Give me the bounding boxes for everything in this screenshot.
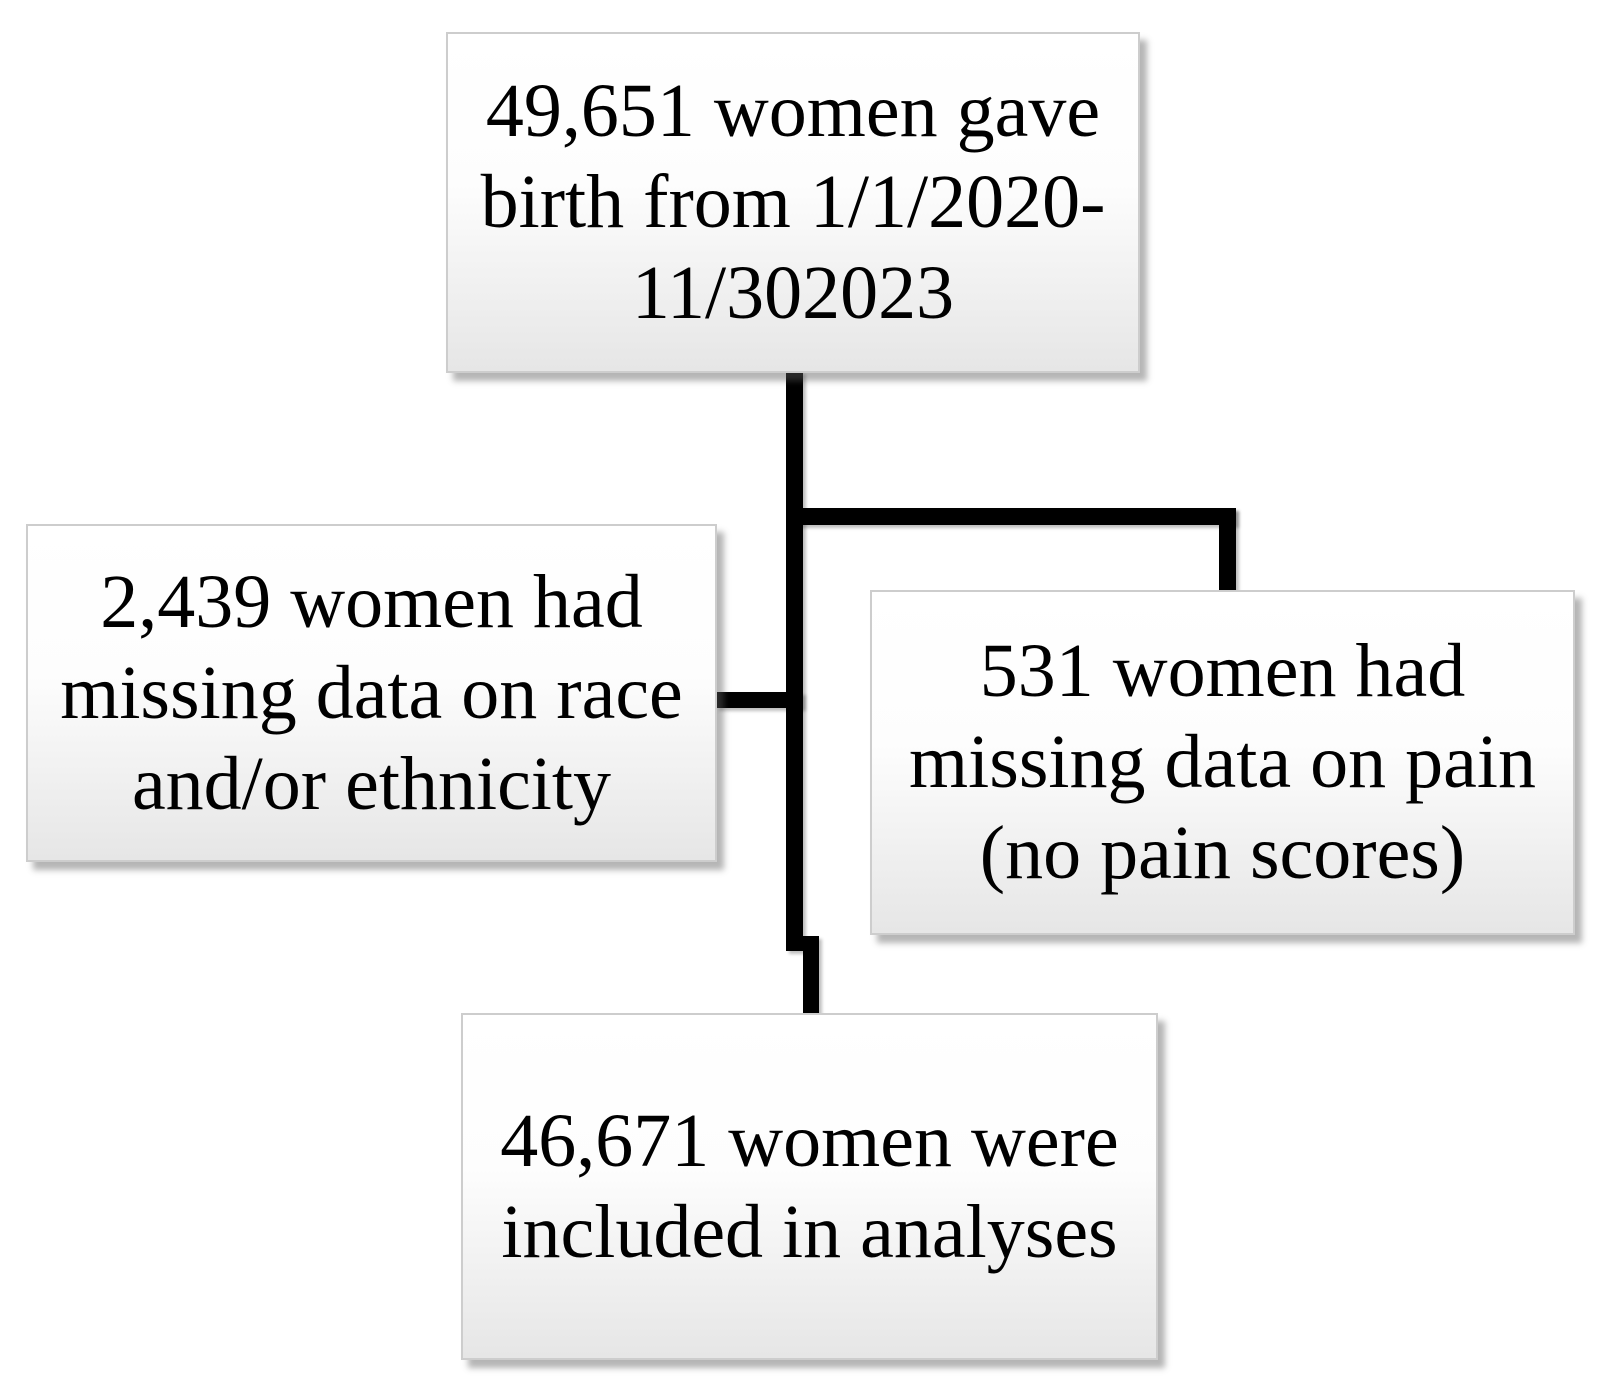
box-line: missing data on race — [60, 650, 683, 735]
box-included-analyses: 46,671 women were included in analyses — [461, 1013, 1158, 1360]
box-excluded-race-ethnicity: 2,439 women had missing data on race and… — [26, 524, 717, 862]
box-line: 11/302023 — [631, 251, 955, 335]
connector-main-vertical — [786, 371, 803, 951]
connector-right-branch-vertical — [1219, 508, 1236, 592]
box-line: 46,671 women were — [500, 1098, 1119, 1183]
box-line: 49,651 women gave — [485, 69, 1101, 153]
box-excluded-pain: 531 women had missing data on pain (no p… — [870, 590, 1575, 935]
box-line: 2,439 women had — [100, 559, 643, 644]
connector-right-branch-horizontal — [786, 508, 1236, 525]
box-total-cohort: 49,651 women gave birth from 1/1/2020- 1… — [446, 32, 1140, 373]
connector-bottom-jog-vertical — [803, 936, 819, 1015]
box-line: missing data on pain — [909, 720, 1536, 804]
connector-left-branch-horizontal — [716, 692, 803, 708]
box-line: included in analyses — [501, 1189, 1118, 1274]
box-line: birth from 1/1/2020- — [480, 160, 1106, 244]
box-line: and/or ethnicity — [131, 741, 612, 826]
box-line: 531 women had — [979, 629, 1466, 713]
box-line: (no pain scores) — [979, 811, 1466, 895]
